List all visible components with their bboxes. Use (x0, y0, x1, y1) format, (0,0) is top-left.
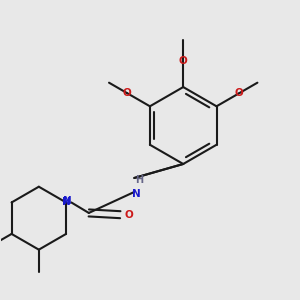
Text: O: O (123, 88, 132, 98)
Text: N: N (64, 196, 72, 206)
Text: O: O (124, 210, 134, 220)
Text: O: O (235, 88, 244, 98)
Text: N: N (132, 189, 140, 199)
Text: O: O (179, 56, 188, 66)
Text: H: H (135, 175, 144, 185)
Text: N: N (62, 197, 70, 208)
